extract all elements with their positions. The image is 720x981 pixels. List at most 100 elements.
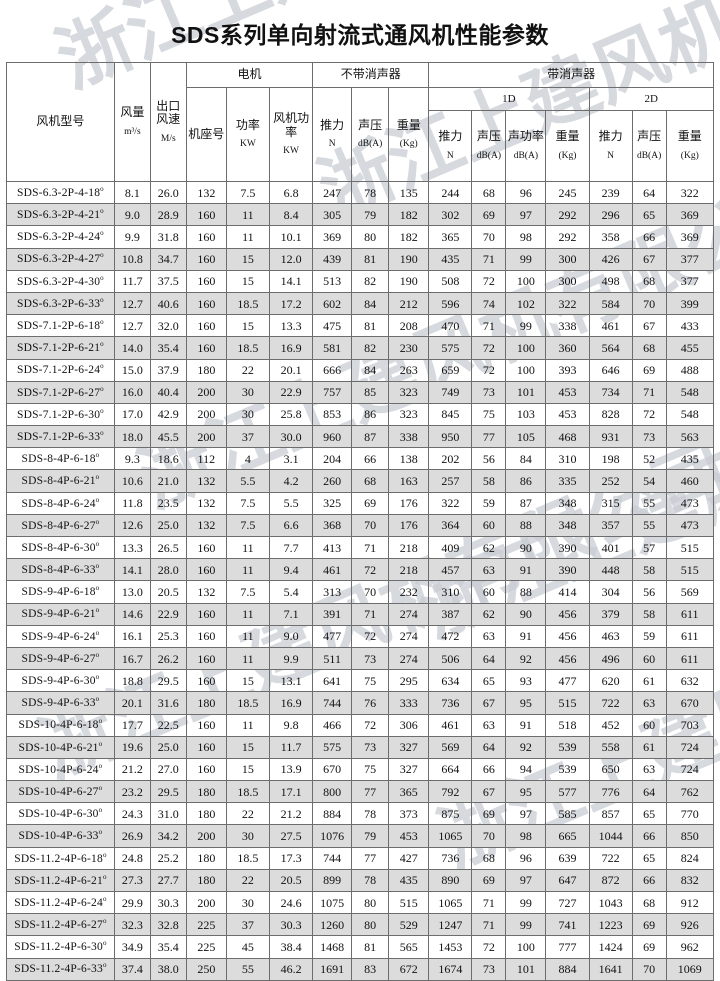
cell-model: SDS-10-4P-6-24o: [6, 757, 115, 782]
cell-thrust2: 239: [588, 180, 633, 205]
col-header-power: 功率 KW: [225, 87, 270, 182]
cell-power: 7.5: [225, 491, 270, 515]
cell-thrust1: 569: [428, 735, 473, 759]
cell-spl0: 72: [351, 624, 390, 648]
cell-spl0: 78: [351, 802, 390, 826]
cell-spl1: 71: [471, 247, 507, 271]
cell-wt2: 460: [665, 469, 715, 493]
cell-flow: 13.3: [113, 535, 151, 560]
cell-model: SDS-7.1-2P-6-24o: [6, 358, 115, 382]
cell-wt2: 912: [665, 890, 715, 915]
cell-fpower: 6.8: [268, 180, 314, 205]
cell-fpower: 7.7: [268, 535, 314, 560]
cell-frame: 132: [185, 580, 227, 604]
cell-wt2: 724: [665, 757, 715, 782]
cell-wt1: 741: [545, 913, 590, 937]
cell-swl1: 105: [505, 425, 547, 449]
cell-vel: 28.9: [149, 203, 187, 227]
cell-wt1: 360: [545, 336, 590, 360]
cell-power: 11: [225, 624, 270, 648]
cell-fpower: 5.4: [268, 580, 314, 604]
cell-wt1: 390: [545, 535, 590, 560]
cell-fpower: 8.4: [268, 203, 314, 227]
cell-vel: 20.5: [149, 580, 187, 604]
cell-fpower: 25.8: [268, 402, 314, 427]
cell-wt0: 182: [388, 225, 430, 249]
cell-fpower: 46.2: [268, 957, 314, 981]
cell-thrust0: 1075: [312, 890, 353, 915]
cell-thrust0: 1691: [312, 957, 353, 981]
cell-thrust2: 315: [588, 491, 633, 515]
cell-wt0: 176: [388, 491, 430, 515]
cell-frame: 160: [185, 203, 227, 227]
cell-vel: 37.9: [149, 358, 187, 382]
cell-vel: 29.5: [149, 780, 187, 804]
cell-thrust0: 475: [312, 314, 353, 338]
table-row: SDS-9-4P-6-24o 16.1 25.3 160 11 9.0 477 72 274 47…: [6, 624, 715, 648]
cell-spl0: 86: [351, 402, 390, 427]
cell-swl1: 84: [505, 447, 547, 471]
cell-spl2: 70: [631, 957, 667, 981]
cell-thrust0: 391: [312, 602, 353, 626]
cell-flow: 17.0: [113, 402, 151, 427]
cell-wt0: 529: [388, 913, 430, 937]
table-row: SDS-10-4P-6-33o 26.9 34.2 200 30 27.5 1076 79 45…: [6, 824, 715, 848]
cell-thrust1: 508: [428, 269, 473, 293]
cell-vel: 30.3: [149, 890, 187, 915]
cell-spl0: 73: [351, 735, 390, 759]
cell-wt1: 515: [545, 691, 590, 715]
cell-fpower: 13.1: [268, 669, 314, 693]
cell-wt1: 477: [545, 669, 590, 693]
cell-wt0: 218: [388, 535, 430, 560]
cell-thrust0: 513: [312, 269, 353, 293]
cell-wt1: 884: [545, 957, 590, 981]
cell-fpower: 17.1: [268, 780, 314, 804]
cell-wt2: 670: [665, 691, 715, 715]
cell-spl2: 68: [631, 269, 667, 293]
cell-thrust0: 641: [312, 669, 353, 693]
cell-wt0: 672: [388, 957, 430, 981]
cell-wt1: 245: [545, 180, 590, 205]
cell-thrust0: 313: [312, 580, 353, 604]
cell-frame: 160: [185, 735, 227, 759]
cell-frame: 160: [185, 757, 227, 782]
cell-flow: 11.8: [113, 491, 151, 515]
cell-thrust2: 776: [588, 780, 633, 804]
cell-power: 15: [225, 669, 270, 693]
cell-spl1: 67: [471, 780, 507, 804]
cell-swl1: 95: [505, 780, 547, 804]
cell-spl1: 68: [471, 180, 507, 205]
cell-wt2: 824: [665, 846, 715, 870]
cell-wt1: 322: [545, 291, 590, 316]
cell-wt0: 208: [388, 314, 430, 338]
cell-power: 7.5: [225, 180, 270, 205]
cell-thrust1: 387: [428, 602, 473, 626]
cell-thrust2: 620: [588, 669, 633, 693]
cell-vel: 18.6: [149, 447, 187, 471]
table-row: SDS-7.1-2P-6-27o 16.0 40.4 200 30 22.9 757 85 32…: [6, 380, 715, 404]
cell-thrust2: 296: [588, 203, 633, 227]
cell-thrust1: 736: [428, 846, 473, 870]
cell-thrust0: 581: [312, 336, 353, 360]
cell-spl1: 63: [471, 624, 507, 648]
cell-wt0: 373: [388, 802, 430, 826]
cell-frame: 200: [185, 425, 227, 449]
cell-power: 18.5: [225, 691, 270, 715]
cell-wt1: 727: [545, 890, 590, 915]
cell-model: SDS-7.1-2P-6-27o: [6, 380, 115, 404]
table-row: SDS-6.3-2P-4-24o 9.9 31.8 160 11 10.1 369 80 182…: [6, 225, 715, 249]
cell-flow: 18.0: [113, 425, 151, 449]
cell-model: SDS-8-4P-6-30o: [6, 535, 115, 560]
col-header-spl-nosil: 声压 dB(A): [351, 87, 390, 182]
cell-swl1: 88: [505, 513, 547, 538]
cell-wt2: 569: [665, 580, 715, 604]
cell-thrust1: 1065: [428, 824, 473, 848]
table-row: SDS-10-4P-6-21o 19.6 25.0 160 15 11.7 575 73 327…: [6, 735, 715, 759]
cell-fpower: 20.1: [268, 358, 314, 382]
cell-fpower: 38.4: [268, 935, 314, 959]
cell-wt2: 832: [665, 868, 715, 893]
cell-wt0: 190: [388, 269, 430, 293]
cell-spl0: 73: [351, 646, 390, 671]
cell-vel: 27.7: [149, 868, 187, 893]
cell-thrust2: 448: [588, 558, 633, 582]
